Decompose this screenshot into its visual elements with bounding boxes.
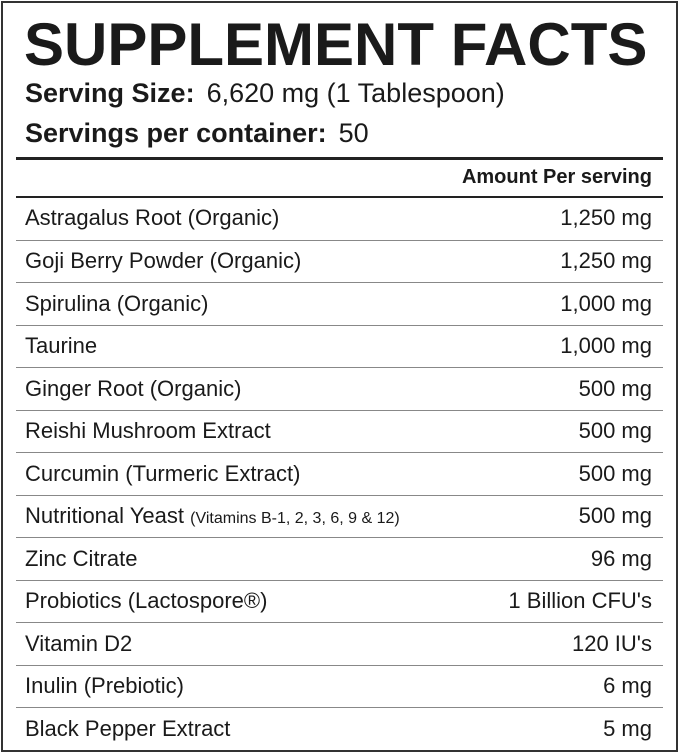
ingredient-name-cell: Spirulina (Organic)	[25, 291, 208, 317]
ingredient-name: Spirulina (Organic)	[25, 290, 209, 316]
ingredient-amount: 120 IU's	[571, 630, 652, 656]
servings-per-container-value: 50	[338, 118, 369, 148]
ingredient-name-cell: Taurine	[25, 333, 97, 359]
ingredient-row: Astragalus Root (Organic) 1,250 mg	[16, 197, 663, 240]
ingredient-amount: 1,250 mg	[560, 248, 652, 274]
ingredient-row: Nutritional Yeast (Vitamins B-1, 2, 3, 6…	[16, 494, 663, 538]
ingredient-amount: 1 Billion CFU's	[508, 588, 652, 614]
ingredient-row: Vitamin D2 120 IU's	[16, 622, 663, 665]
ingredient-row: Curcumin (Turmeric Extract) 500 mg	[16, 452, 663, 495]
ingredient-amount: 96 mg	[590, 545, 652, 571]
ingredient-name: Curcumin (Turmeric Extract)	[25, 460, 301, 486]
ingredient-amount: 5 mg	[603, 715, 652, 741]
ingredient-amount: 500 mg	[578, 375, 652, 401]
serving-size-value: 6,620 mg (1 Tablespoon)	[206, 78, 505, 108]
label-title: SUPPLEMENT FACTS	[24, 11, 648, 78]
ingredient-amount: 500 mg	[578, 503, 652, 529]
ingredient-name: Astragalus Root (Organic)	[25, 205, 280, 231]
ingredient-name-cell: Ginger Root (Organic)	[25, 376, 241, 402]
ingredient-table: Astragalus Root (Organic) 1,250 mg Goji Be…	[16, 197, 663, 750]
ingredient-name: Zinc Citrate	[25, 545, 138, 571]
ingredient-amount: 1,250 mg	[560, 205, 652, 231]
ingredient-row: Zinc Citrate 96 mg	[16, 537, 663, 580]
ingredient-amount: 500 mg	[578, 418, 652, 444]
ingredient-name-cell: Goji Berry Powder (Organic)	[25, 248, 301, 274]
ingredient-amount: 6 mg	[603, 673, 652, 699]
ingredient-name-cell: Zinc Citrate	[25, 546, 137, 572]
servings-per-container: Servings per container: 50	[25, 116, 369, 150]
ingredient-name-cell: Vitamin D2	[25, 631, 132, 657]
ingredient-row: Probiotics (Lactospore®) 1 Billion CFU's	[16, 579, 663, 623]
serving-size-label: Serving Size:	[25, 78, 195, 108]
ingredient-name-cell: Inulin (Prebiotic)	[25, 673, 184, 699]
ingredient-amount: 1,000 mg	[560, 333, 652, 359]
ingredient-name-cell: Black Pepper Extract	[25, 716, 230, 742]
ingredient-name: Vitamin D2	[25, 630, 133, 656]
ingredient-name: Goji Berry Powder (Organic)	[25, 248, 302, 274]
ingredient-name: Taurine	[25, 333, 98, 359]
ingredient-name-cell: Reishi Mushroom Extract	[25, 418, 271, 444]
divider-header	[16, 196, 663, 198]
ingredient-name-cell: Nutritional Yeast (Vitamins B-1, 2, 3, 6…	[25, 503, 400, 529]
ingredient-row: Ginger Root (Organic) 500 mg	[16, 367, 663, 410]
ingredient-row: Spirulina (Organic) 1,000 mg	[16, 282, 663, 325]
ingredient-row: Inulin (Prebiotic) 6 mg	[16, 664, 663, 708]
ingredient-name: Black Pepper Extract	[25, 715, 231, 741]
ingredient-name: Nutritional Yeast	[25, 503, 184, 529]
ingredient-name-cell: Probiotics (Lactospore®)	[25, 588, 267, 614]
ingredient-name-cell: Curcumin (Turmeric Extract)	[25, 461, 300, 487]
ingredient-name: Reishi Mushroom Extract	[25, 418, 271, 444]
serving-size: Serving Size: 6,620 mg (1 Tablespoon)	[25, 76, 505, 110]
ingredient-name: Inulin (Prebiotic)	[25, 673, 184, 699]
ingredient-amount: 500 mg	[578, 460, 652, 486]
ingredient-name-cell: Astragalus Root (Organic)	[25, 205, 279, 231]
ingredient-note: (Vitamins B-1, 2, 3, 6, 9 & 12)	[190, 510, 400, 528]
column-header: Amount Per serving	[461, 166, 652, 188]
divider-thick	[16, 157, 663, 160]
ingredient-amount: 1,000 mg	[560, 290, 652, 316]
servings-per-container-label: Servings per container:	[25, 118, 327, 148]
ingredient-row: Taurine 1,000 mg	[16, 324, 663, 368]
ingredient-row: Black Pepper Extract 5 mg	[16, 707, 663, 750]
ingredient-name: Ginger Root (Organic)	[25, 375, 242, 401]
ingredient-row: Reishi Mushroom Extract 500 mg	[16, 409, 663, 453]
ingredient-name: Probiotics (Lactospore®)	[25, 588, 268, 614]
ingredient-row: Goji Berry Powder (Organic) 1,250 mg	[16, 239, 663, 283]
